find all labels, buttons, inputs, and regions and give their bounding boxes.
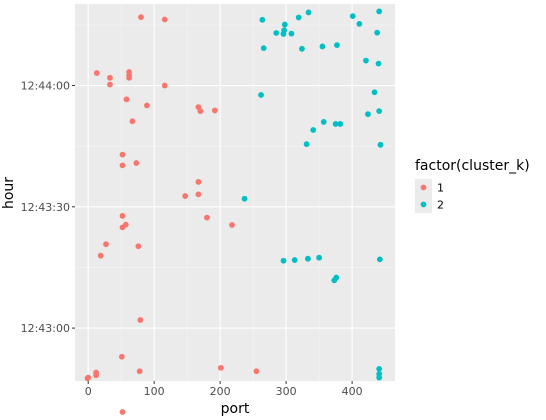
data-point-cluster-1 — [161, 16, 168, 23]
data-point-cluster-1 — [133, 160, 140, 166]
data-point-cluster-1 — [119, 151, 126, 158]
data-point-cluster-2 — [376, 8, 383, 15]
legend-title: factor(cluster_k) — [415, 158, 530, 174]
data-point-cluster-1 — [137, 317, 144, 323]
data-point-cluster-2 — [334, 42, 340, 49]
data-point-cluster-2 — [310, 127, 317, 133]
data-point-cluster-2 — [319, 43, 326, 50]
legend-keys: 12 — [415, 179, 444, 213]
data-point-cluster-1 — [93, 70, 100, 76]
data-point-cluster-2 — [376, 256, 383, 263]
data-points — [84, 8, 384, 415]
data-point-cluster-1 — [195, 191, 202, 198]
data-point-cluster-1 — [182, 193, 189, 199]
data-point-cluster-2 — [375, 60, 382, 67]
data-point-cluster-1 — [97, 252, 104, 259]
data-point-cluster-1 — [253, 368, 260, 375]
x-tick-label: 300 — [276, 385, 297, 398]
data-point-cluster-1 — [103, 241, 109, 248]
data-point-cluster-1 — [204, 214, 210, 221]
data-point-cluster-2 — [241, 195, 248, 202]
data-point-cluster-1 — [123, 96, 130, 103]
data-point-cluster-1 — [107, 81, 113, 88]
y-tick-label: 12:43:30 — [21, 201, 70, 214]
data-point-cluster-2 — [259, 16, 266, 23]
data-point-cluster-1 — [211, 107, 218, 114]
legend-swatch-2 — [420, 201, 427, 208]
y-tick-label: 12:44:00 — [21, 80, 70, 93]
data-point-cluster-1 — [138, 14, 144, 21]
data-point-cluster-2 — [363, 57, 369, 64]
x-tick-label: 200 — [210, 385, 231, 398]
data-point-cluster-1 — [118, 353, 125, 360]
data-point-cluster-2 — [299, 45, 305, 52]
y-axis-title: hour — [1, 177, 17, 209]
data-point-cluster-2 — [291, 257, 298, 263]
data-point-cluster-2 — [288, 30, 295, 37]
data-point-cluster-2 — [371, 89, 378, 96]
x-tick-label: 100 — [144, 385, 165, 398]
data-point-cluster-2 — [316, 254, 323, 261]
data-point-cluster-1 — [129, 118, 136, 125]
data-point-cluster-1 — [136, 368, 143, 375]
data-point-cluster-2 — [281, 21, 288, 28]
data-point-cluster-2 — [280, 257, 287, 264]
legend-swatch-1 — [420, 184, 427, 191]
legend: factor(cluster_k) 12 — [415, 158, 530, 213]
data-point-cluster-1 — [119, 224, 126, 231]
data-point-cluster-1 — [229, 222, 235, 228]
data-point-cluster-2 — [331, 277, 338, 284]
y-axis: 12:43:00 12:43:30 12:44:00 — [21, 80, 75, 335]
data-point-cluster-2 — [305, 255, 311, 262]
data-point-cluster-2 — [365, 111, 371, 118]
data-point-cluster-2 — [320, 119, 327, 125]
data-point-cluster-2 — [356, 20, 363, 27]
x-axis: 0 100 200 300 400 — [85, 381, 363, 398]
data-point-cluster-1 — [197, 108, 204, 115]
data-point-cluster-1 — [161, 82, 168, 89]
data-point-cluster-1 — [217, 364, 224, 371]
data-point-cluster-1 — [135, 243, 142, 250]
plot-panel — [75, 4, 395, 381]
data-point-cluster-1 — [119, 213, 126, 219]
data-point-cluster-1 — [107, 74, 113, 81]
data-point-cluster-2 — [295, 14, 302, 21]
data-point-cluster-1 — [126, 74, 133, 81]
data-point-cluster-2 — [349, 13, 356, 20]
data-point-cluster-2 — [376, 374, 383, 381]
x-axis-title: port — [221, 401, 250, 417]
x-tick-label: 0 — [85, 385, 92, 398]
data-point-cluster-2 — [374, 29, 381, 36]
data-point-cluster-2 — [303, 141, 310, 148]
data-point-cluster-2 — [376, 108, 383, 115]
data-point-cluster-2 — [337, 121, 344, 127]
legend-label-1: 1 — [437, 182, 444, 195]
data-point-cluster-1 — [84, 375, 91, 382]
data-point-cluster-2 — [305, 9, 312, 16]
data-point-cluster-1 — [93, 372, 100, 379]
data-point-cluster-1 — [195, 178, 202, 185]
minor-gridlines — [75, 4, 395, 381]
data-point-cluster-2 — [273, 30, 280, 36]
data-point-cluster-2 — [377, 141, 384, 148]
data-point-cluster-1 — [119, 162, 126, 169]
data-point-cluster-2 — [258, 92, 264, 98]
major-gridlines — [75, 4, 395, 381]
data-point-cluster-2 — [376, 365, 383, 372]
x-tick-label: 400 — [342, 385, 363, 398]
data-point-cluster-2 — [332, 121, 339, 127]
y-tick-label: 12:43:00 — [21, 322, 70, 335]
data-point-cluster-2 — [260, 45, 267, 52]
legend-label-2: 2 — [437, 199, 444, 212]
data-point-cluster-2 — [280, 31, 287, 37]
data-point-cluster-1 — [119, 409, 126, 415]
data-point-cluster-1 — [144, 102, 150, 109]
